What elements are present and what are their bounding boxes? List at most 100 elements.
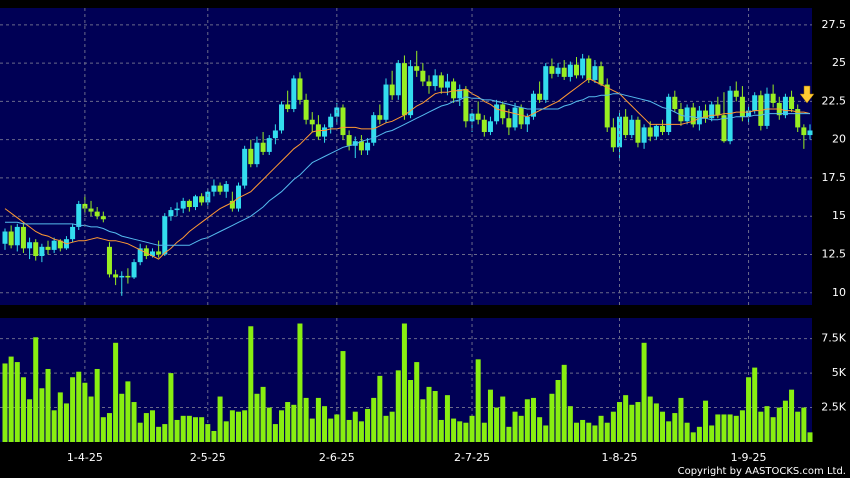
volume-bar	[770, 417, 776, 442]
volume-bar	[758, 411, 764, 442]
candle-body	[475, 113, 481, 120]
candle-body	[358, 141, 364, 151]
candle-body	[192, 196, 198, 208]
volume-bar	[776, 407, 782, 442]
candle-body	[260, 142, 266, 152]
candle-body	[795, 109, 801, 128]
volume-bar	[494, 407, 500, 442]
volume-bar	[303, 397, 309, 442]
volume-bar	[8, 356, 14, 442]
candle-body	[408, 66, 414, 116]
volume-bar	[315, 397, 321, 442]
candle-body	[205, 191, 211, 203]
volume-bar	[487, 389, 493, 442]
candle-body	[451, 81, 457, 99]
candle-body	[266, 138, 272, 152]
candle-body	[199, 196, 205, 203]
volume-bar	[451, 418, 457, 442]
candle-body	[530, 93, 536, 117]
x-tick-label: 1-4-25	[67, 451, 103, 464]
candle-body	[703, 110, 709, 119]
candle-body	[119, 275, 125, 278]
volume-bar	[672, 413, 678, 442]
candle-body	[100, 216, 106, 220]
candle-body	[346, 135, 352, 146]
volume-bar	[420, 399, 426, 442]
volume-bar	[272, 424, 278, 442]
volume-bar	[604, 422, 610, 442]
volume-bar	[309, 418, 315, 442]
candle-body	[696, 110, 702, 125]
volume-bar	[205, 424, 211, 442]
volume-bar	[100, 417, 106, 442]
volume-bar	[242, 410, 248, 442]
candle-body	[186, 200, 192, 208]
volume-bar	[408, 380, 414, 442]
volume-bar	[45, 368, 51, 442]
volume-bar	[469, 415, 475, 442]
volume-bar	[555, 380, 561, 442]
volume-bar	[500, 396, 506, 442]
volume-bar	[266, 407, 272, 442]
candle-body	[660, 125, 666, 133]
volume-bar	[715, 414, 721, 442]
volume-bar	[444, 395, 450, 442]
candle-body	[70, 226, 76, 240]
moving-average	[5, 93, 810, 246]
candle-body	[629, 119, 635, 136]
moving-average	[4, 77, 811, 260]
candle-body	[76, 203, 82, 227]
candle-body	[217, 185, 223, 192]
volume-bar	[358, 421, 364, 442]
volume-bar	[192, 417, 198, 442]
candle-body	[322, 127, 328, 137]
candle-body	[156, 251, 162, 255]
candle-body	[641, 127, 647, 143]
candle-body	[721, 115, 727, 142]
candle-body	[623, 116, 629, 136]
candle-body	[223, 184, 229, 192]
x-tick-label: 1-9-25	[731, 451, 767, 464]
candle-body	[598, 66, 604, 85]
volume-bar	[162, 424, 168, 442]
volume-bar	[76, 371, 82, 442]
volume-bar	[580, 419, 586, 442]
volume-bar	[254, 393, 260, 442]
y-tick-label: 7.5K	[821, 332, 846, 345]
candle-body	[254, 142, 260, 165]
volume-bar	[727, 414, 733, 442]
candle-body	[543, 66, 549, 100]
candle-body	[33, 242, 39, 257]
candle-body	[580, 58, 586, 76]
volume-bar	[746, 377, 752, 442]
volume-bar	[610, 411, 616, 442]
x-tick-label: 2-5-25	[190, 451, 226, 464]
candle-body	[684, 107, 690, 122]
volume-bar	[82, 382, 88, 442]
candle-body	[807, 130, 813, 136]
candle-body	[420, 70, 426, 82]
candle-body	[162, 216, 168, 255]
volume-bar	[2, 363, 8, 442]
candle-body	[537, 93, 543, 100]
volume-bar	[635, 402, 641, 442]
marker-arrow	[799, 85, 815, 104]
volume-bar	[512, 411, 518, 442]
candle-body	[389, 84, 395, 96]
volume-bar	[51, 410, 57, 442]
volume-bar	[395, 370, 401, 442]
candle-body	[309, 119, 315, 125]
volume-bar	[518, 415, 524, 442]
volume-bar	[377, 375, 383, 442]
candle-body	[14, 226, 20, 246]
candle-body	[211, 185, 217, 192]
candle-body	[113, 274, 119, 278]
volume-bar	[807, 432, 813, 442]
y-tick-label: 22.5	[822, 94, 847, 107]
volume-bar	[457, 421, 463, 442]
volume-bar	[199, 417, 205, 442]
volume-bar	[623, 395, 629, 442]
candle-body	[512, 107, 518, 128]
candle-body	[395, 63, 401, 96]
volume-bar	[524, 399, 530, 442]
